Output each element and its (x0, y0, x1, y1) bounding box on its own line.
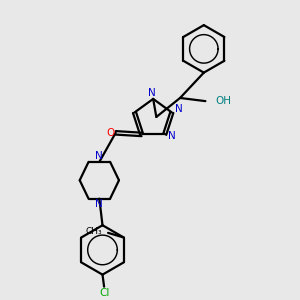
Text: N: N (95, 199, 103, 209)
Text: N: N (95, 151, 103, 161)
Text: OH: OH (215, 96, 232, 106)
Text: Cl: Cl (99, 288, 109, 298)
Text: O: O (106, 128, 114, 138)
Text: N: N (175, 104, 183, 114)
Text: N: N (148, 88, 155, 98)
Text: N: N (168, 131, 176, 141)
Text: CH₃: CH₃ (86, 227, 102, 236)
